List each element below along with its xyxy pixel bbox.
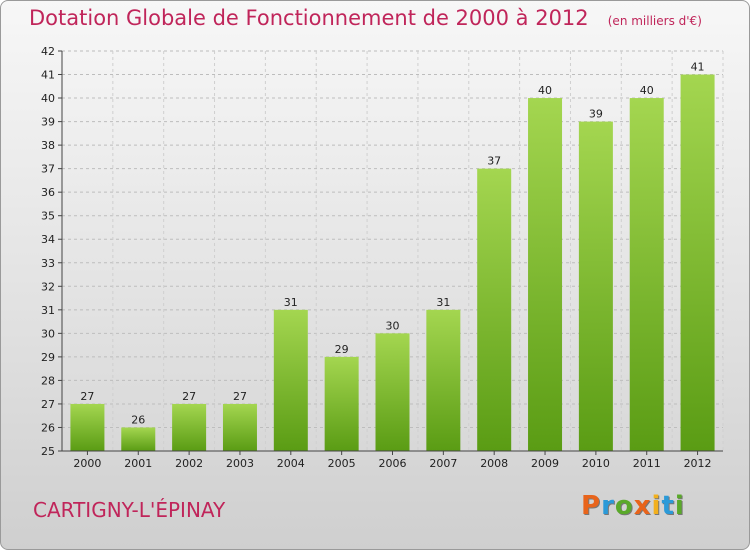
bar-value-label: 30 [386, 319, 400, 332]
y-tick-label: 27 [41, 398, 55, 411]
bar [70, 403, 105, 451]
x-tick-label: 2000 [73, 457, 101, 470]
bar [375, 333, 410, 451]
logo-letter: x [633, 491, 652, 521]
logo-letter: t [661, 491, 675, 521]
bar [477, 168, 512, 451]
x-tick-label: 2003 [226, 457, 254, 470]
bar [680, 74, 715, 451]
x-tick-label: 2008 [480, 457, 508, 470]
bar-value-label: 37 [487, 155, 501, 168]
bar [172, 403, 207, 451]
x-tick-label: 2006 [379, 457, 407, 470]
y-tick-label: 28 [41, 374, 55, 387]
chart-subtitle: (en milliers d'€) [607, 14, 702, 28]
bar [273, 309, 308, 451]
bar-value-label: 31 [284, 296, 298, 309]
y-tick-label: 26 [41, 421, 55, 434]
bar-value-label: 40 [640, 84, 654, 97]
y-tick-label: 30 [41, 327, 55, 340]
bar-value-label: 27 [233, 390, 247, 403]
logo-letter: r [601, 491, 615, 521]
y-tick-label: 29 [41, 351, 55, 364]
logo-letter: o [614, 491, 634, 521]
bar [222, 403, 257, 451]
x-tick-label: 2005 [328, 457, 356, 470]
y-tick-label: 31 [41, 304, 55, 317]
bar-value-label: 39 [589, 108, 603, 121]
bar [324, 356, 359, 451]
chart-title-row: Dotation Globale de Fonctionnement de 20… [29, 6, 702, 30]
y-tick-label: 32 [41, 280, 55, 293]
bar-value-label: 27 [80, 390, 94, 403]
y-tick-label: 35 [41, 210, 55, 223]
y-tick-label: 41 [41, 69, 55, 82]
y-tick-label: 37 [41, 163, 55, 176]
y-tick-label: 38 [41, 139, 55, 152]
y-tick-label: 42 [41, 45, 55, 58]
bar [426, 309, 461, 451]
bar-value-label: 31 [436, 296, 450, 309]
y-tick-label: 34 [41, 233, 55, 246]
y-tick-label: 25 [41, 445, 55, 458]
x-tick-label: 2007 [429, 457, 457, 470]
x-tick-label: 2004 [277, 457, 305, 470]
x-tick-label: 2002 [175, 457, 203, 470]
logo-letter: i [674, 491, 685, 521]
proxiti-logo[interactable]: Proxiti [581, 491, 685, 521]
y-tick-label: 33 [41, 257, 55, 270]
logo-letter: i [651, 491, 662, 521]
y-tick-label: 39 [41, 116, 55, 129]
chart-title: Dotation Globale de Fonctionnement de 20… [29, 6, 589, 30]
y-tick-label: 36 [41, 186, 55, 199]
bar-value-label: 29 [335, 343, 349, 356]
x-tick-label: 2011 [633, 457, 661, 470]
bar [578, 121, 613, 452]
y-tick-label: 40 [41, 92, 55, 105]
logo-letter: P [581, 491, 602, 521]
bar [121, 427, 156, 451]
x-tick-label: 2001 [124, 457, 152, 470]
bar-value-label: 41 [691, 61, 705, 74]
bar-value-label: 27 [182, 390, 196, 403]
city-name: CARTIGNY-L'ÉPINAY [33, 498, 226, 522]
x-tick-label: 2010 [582, 457, 610, 470]
bar-value-label: 40 [538, 84, 552, 97]
x-tick-label: 2009 [531, 457, 559, 470]
bar-value-label: 26 [131, 413, 145, 426]
x-tick-label: 2012 [684, 457, 712, 470]
bar [629, 98, 664, 451]
bar [528, 98, 563, 451]
